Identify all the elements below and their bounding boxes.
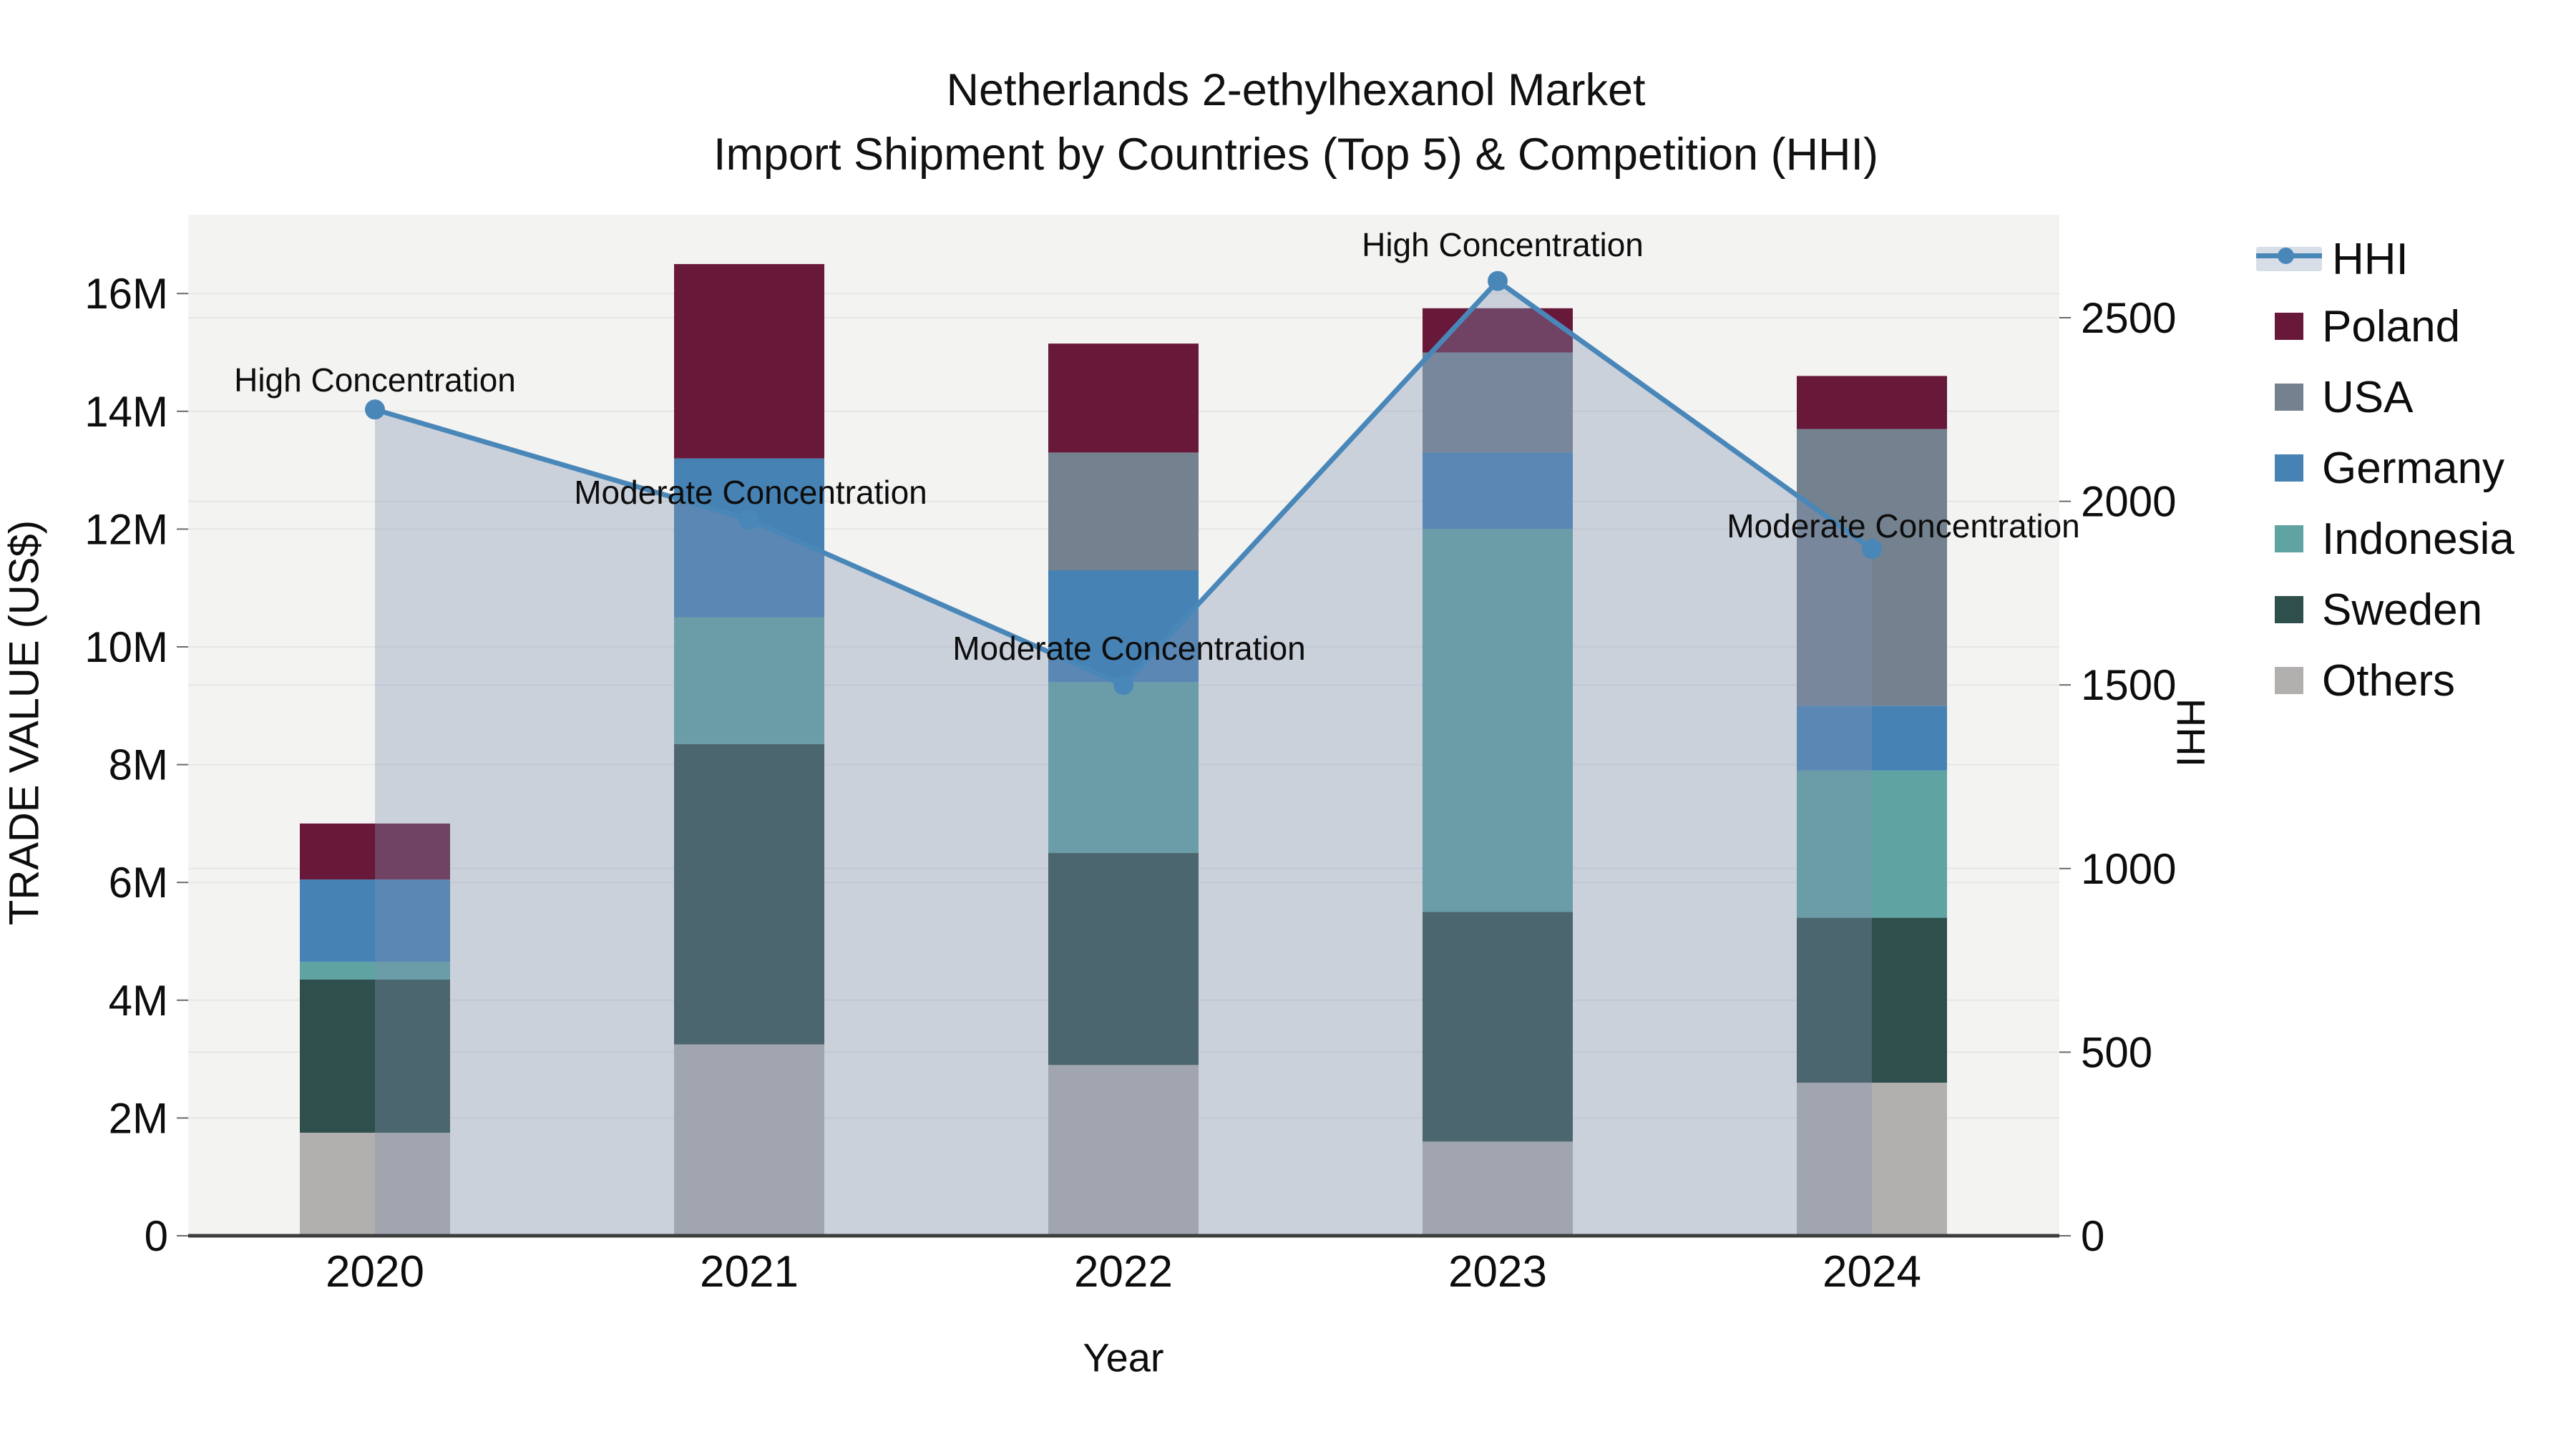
y-right-tick-label: 1000 — [2081, 845, 2176, 893]
y-right-tick-label: 2000 — [2081, 478, 2176, 526]
y-axis-title-left: TRADE VALUE (US$) — [1, 519, 48, 926]
others-swatch-icon — [2275, 667, 2303, 694]
bar-segment-indonesia-2020[interactable] — [300, 962, 450, 980]
bar-segment-germany-2024[interactable] — [1797, 706, 1947, 771]
bar-segment-indonesia-2023[interactable] — [1423, 529, 1573, 912]
legend-item-hhi[interactable]: HHI — [2256, 234, 2409, 284]
y-right-tick-label: 0 — [2081, 1212, 2104, 1260]
bar-segment-indonesia-2024[interactable] — [1797, 770, 1947, 918]
y-left-tick-label: 4M — [109, 977, 168, 1025]
x-tick-label: 2021 — [700, 1247, 799, 1297]
hhi-marker-2021[interactable] — [739, 509, 759, 530]
legend-item-poland[interactable]: Poland — [2256, 301, 2460, 351]
y-left-tick-label: 16M — [84, 270, 168, 318]
bar-segment-usa-2022[interactable] — [1048, 452, 1199, 571]
poland-swatch-icon — [2275, 313, 2303, 340]
y-left-tick-label: 12M — [84, 505, 168, 553]
bar-segment-sweden-2022[interactable] — [1048, 853, 1199, 1065]
annotation-2020: High Concentration — [234, 361, 516, 399]
x-tick-label: 2023 — [1448, 1247, 1547, 1297]
sweden-swatch-icon — [2275, 596, 2303, 623]
x-axis-title: Year — [1083, 1335, 1164, 1380]
legend-label: Germany — [2322, 443, 2504, 493]
bar-segment-others-2023[interactable] — [1423, 1141, 1573, 1236]
hhi-marker-2022[interactable] — [1113, 675, 1133, 696]
legend-label: Poland — [2322, 301, 2461, 351]
y-left-tick-label: 8M — [109, 741, 168, 789]
bar-segment-usa-2023[interactable] — [1423, 352, 1573, 453]
legend-item-indonesia[interactable]: Indonesia — [2256, 514, 2514, 564]
chart-title-line2: Import Shipment by Countries (Top 5) & C… — [713, 130, 1879, 180]
annotation-2021: Moderate Concentration — [574, 474, 927, 511]
legend-item-sweden[interactable]: Sweden — [2256, 585, 2482, 635]
hhi-marker-2020[interactable] — [365, 399, 385, 420]
germany-swatch-icon — [2275, 454, 2303, 482]
y-right-tick-label: 2500 — [2081, 294, 2176, 342]
x-tick-label: 2022 — [1074, 1247, 1173, 1297]
legend-item-germany[interactable]: Germany — [2256, 443, 2504, 493]
bar-segment-others-2022[interactable] — [1048, 1065, 1199, 1236]
legend-label: Sweden — [2322, 585, 2483, 635]
legend-label: HHI — [2332, 234, 2409, 284]
bar-segment-sweden-2023[interactable] — [1423, 912, 1573, 1142]
bar-segment-poland-2020[interactable] — [300, 823, 450, 880]
bar-segment-germany-2020[interactable] — [300, 879, 450, 962]
bar-segment-usa-2024[interactable] — [1797, 429, 1947, 706]
indonesia-swatch-icon — [2275, 525, 2303, 552]
annotation-2024: Moderate Concentration — [1727, 507, 2080, 545]
bar-segment-indonesia-2021[interactable] — [674, 617, 824, 744]
bar-segment-others-2020[interactable] — [300, 1132, 450, 1236]
bar-segment-germany-2023[interactable] — [1423, 452, 1573, 530]
y-axis-title-right: HHI — [2168, 698, 2214, 768]
bar-segment-indonesia-2022[interactable] — [1048, 682, 1199, 854]
bar-segment-others-2021[interactable] — [674, 1044, 824, 1236]
bar-segment-sweden-2020[interactable] — [300, 979, 450, 1133]
y-left-tick-label: 6M — [109, 859, 168, 907]
usa-swatch-icon — [2275, 384, 2303, 411]
hhi-area-fill — [375, 280, 1872, 1236]
y-left-tick-label: 2M — [109, 1094, 168, 1142]
bar-segment-germany-2021[interactable] — [674, 458, 824, 618]
bar-segment-sweden-2021[interactable] — [674, 743, 824, 1045]
bar-segment-sweden-2024[interactable] — [1797, 917, 1947, 1083]
annotation-2022: Moderate Concentration — [952, 630, 1306, 667]
y-left-tick-label: 10M — [84, 623, 168, 671]
bar-segment-poland-2024[interactable] — [1797, 376, 1947, 429]
hhi-marker-2024[interactable] — [1862, 539, 1882, 560]
legend-label: Others — [2322, 655, 2456, 706]
chart-title-line1: Netherlands 2-ethylhexanol Market — [946, 65, 1646, 115]
hhi-marker-2023[interactable] — [1488, 270, 1508, 291]
y-right-tick-label: 1500 — [2081, 661, 2176, 709]
legend-label: USA — [2322, 372, 2414, 422]
bar-segment-poland-2021[interactable] — [674, 264, 824, 459]
x-tick-label: 2024 — [1823, 1247, 1921, 1297]
x-tick-label: 2020 — [326, 1247, 424, 1297]
legend-item-others[interactable]: Others — [2256, 655, 2455, 706]
bar-segment-others-2024[interactable] — [1797, 1083, 1947, 1236]
y-right-tick-label: 500 — [2081, 1028, 2152, 1076]
y-left-tick-label: 14M — [84, 388, 168, 436]
legend-item-usa[interactable]: USA — [2256, 372, 2413, 422]
y-left-tick-label: 0 — [145, 1212, 168, 1260]
annotation-2023: High Concentration — [1362, 226, 1644, 263]
hhi-line-swatch-icon — [2256, 247, 2322, 271]
bar-segment-poland-2022[interactable] — [1048, 343, 1199, 453]
legend-label: Indonesia — [2322, 514, 2514, 564]
